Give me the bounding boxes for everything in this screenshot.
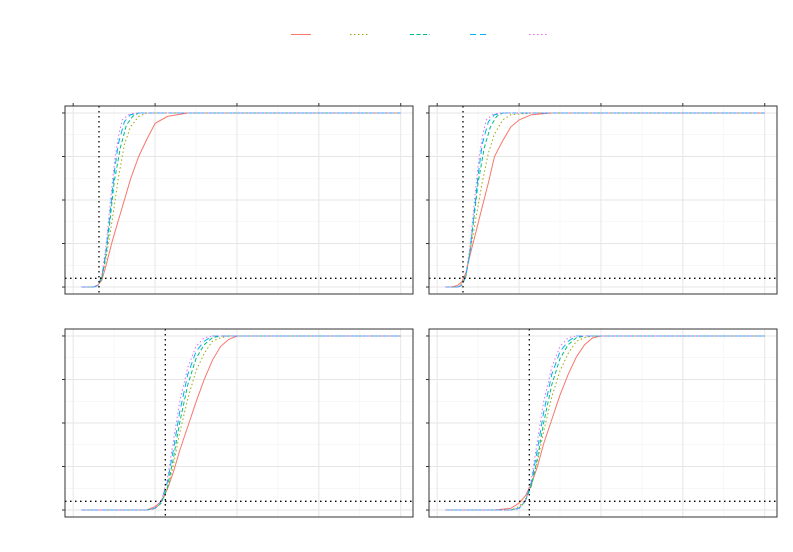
series-line-4 <box>81 112 401 288</box>
series-line-3 <box>81 335 401 511</box>
series-line-5 <box>445 335 765 511</box>
panel-4 <box>426 328 778 518</box>
series-line-2 <box>81 335 401 511</box>
panel-3 <box>62 328 414 518</box>
series-line-3 <box>445 335 765 511</box>
series-line-5 <box>81 335 401 511</box>
panel-1 <box>62 103 414 295</box>
panel-2 <box>426 103 778 295</box>
facet-panels <box>62 103 778 518</box>
series-line-5 <box>81 112 401 288</box>
series-line-5 <box>445 112 765 288</box>
series-line-4 <box>445 112 765 288</box>
